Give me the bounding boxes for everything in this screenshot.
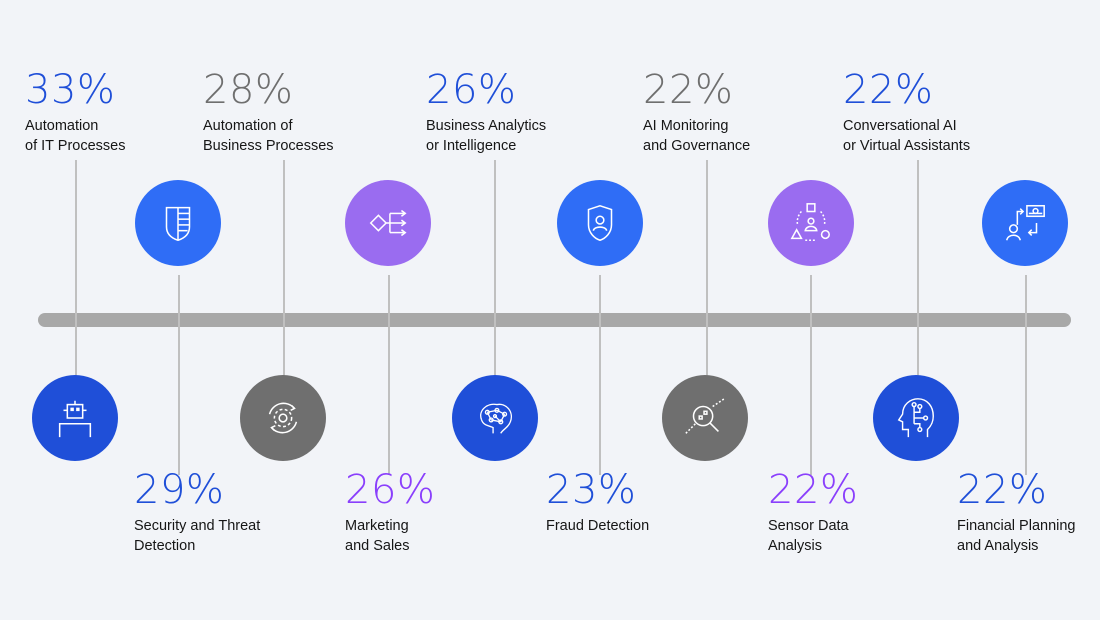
category-label: Marketing and Sales <box>345 518 410 554</box>
percent-value: 26% <box>426 67 517 113</box>
magnifier-icon <box>662 375 748 461</box>
category-label: AI Monitoring and Governance <box>643 118 751 154</box>
category-label: Automation of IT Processes <box>25 118 126 154</box>
ai-head-icon <box>873 375 959 461</box>
category-label: Sensor Data Analysis <box>768 518 849 554</box>
percent-value: 28% <box>203 67 294 113</box>
decision-flow-icon <box>345 180 431 266</box>
percent-value: 26% <box>345 467 436 513</box>
category-label: Fraud Detection <box>546 518 650 534</box>
shapes-user-icon <box>768 180 854 266</box>
percent-value: 29% <box>134 467 225 513</box>
stem-5 <box>494 160 496 380</box>
category-label: Business Analytics or Intelligence <box>426 118 547 154</box>
percent-value: 22% <box>843 67 934 113</box>
stat-sensor-data: 22% Sensor Data Analysis <box>768 470 858 556</box>
category-label: Security and Threat Detection <box>134 518 261 554</box>
stat-marketing-sales: 26% Marketing and Sales <box>345 470 435 556</box>
timeline-axis <box>38 313 1071 327</box>
robot-icon <box>32 375 118 461</box>
stem-1 <box>75 160 77 380</box>
category-label: Automation of Business Processes <box>203 118 334 154</box>
stat-security-threat: 29% Security and Threat Detection <box>134 470 260 556</box>
stem-10 <box>1025 275 1027 475</box>
stat-automation-it: 33% Automation of IT Processes <box>25 70 125 156</box>
stat-conversational-ai: 22% Conversational AI or Virtual Assista… <box>843 70 970 156</box>
user-shield-icon <box>557 180 643 266</box>
stem-4 <box>388 275 390 475</box>
stem-6 <box>599 275 601 475</box>
gear-cycle-icon <box>240 375 326 461</box>
stem-7 <box>706 160 708 380</box>
brain-network-icon <box>452 375 538 461</box>
money-exchange-icon <box>982 180 1068 266</box>
stat-ai-monitoring: 22% AI Monitoring and Governance <box>643 70 750 156</box>
shield-icon <box>135 180 221 266</box>
percent-value: 22% <box>957 467 1048 513</box>
stem-2 <box>178 275 180 475</box>
percent-value: 22% <box>768 467 859 513</box>
stat-business-analytics: 26% Business Analytics or Intelligence <box>426 70 546 156</box>
percent-value: 22% <box>643 67 734 113</box>
percent-value: 33% <box>25 67 116 113</box>
stem-8 <box>810 275 812 475</box>
stat-fraud-detection: 23% Fraud Detection <box>546 470 649 536</box>
stat-financial-planning: 22% Financial Planning and Analysis <box>957 470 1076 556</box>
stem-3 <box>283 160 285 380</box>
category-label: Financial Planning and Analysis <box>957 518 1076 554</box>
stem-9 <box>917 160 919 380</box>
percent-value: 23% <box>546 467 637 513</box>
stat-automation-business: 28% Automation of Business Processes <box>203 70 334 156</box>
category-label: Conversational AI or Virtual Assistants <box>843 118 971 154</box>
